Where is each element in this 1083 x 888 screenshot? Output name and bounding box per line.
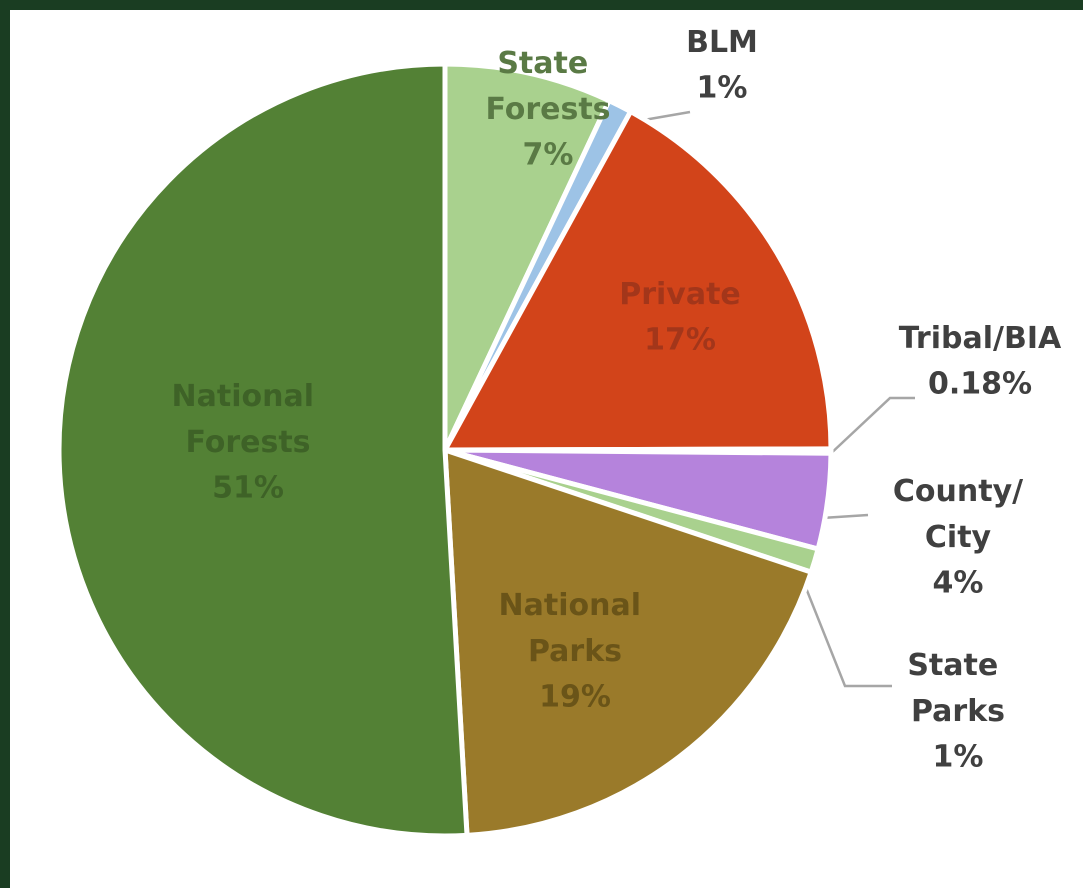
value-label: 1% <box>933 740 984 775</box>
slice <box>442 109 834 453</box>
category-label: BLM <box>686 25 758 60</box>
slice <box>442 61 612 453</box>
value-label: 0.18% <box>928 367 1032 402</box>
value-label: 19% <box>539 680 611 715</box>
category-label: National Parks <box>499 588 652 669</box>
value-label: 7% <box>523 138 574 173</box>
leader-line <box>800 577 892 688</box>
category-label: Tribal/BIA <box>899 321 1062 356</box>
category-label: County/City <box>893 474 1023 555</box>
value-label: 17% <box>644 323 716 358</box>
leader-line <box>821 513 869 520</box>
value-label: 1% <box>697 71 748 106</box>
value-label: 4% <box>933 566 984 601</box>
pie <box>56 61 834 839</box>
category-label: State Forests <box>485 46 610 127</box>
leader-line <box>825 396 915 459</box>
category-label: National Forests <box>172 379 325 460</box>
slice <box>442 447 814 838</box>
category-label: State Parks <box>907 648 1008 729</box>
category-label: Private <box>619 277 741 312</box>
slice <box>56 61 470 839</box>
value-label: 51% <box>212 471 284 506</box>
